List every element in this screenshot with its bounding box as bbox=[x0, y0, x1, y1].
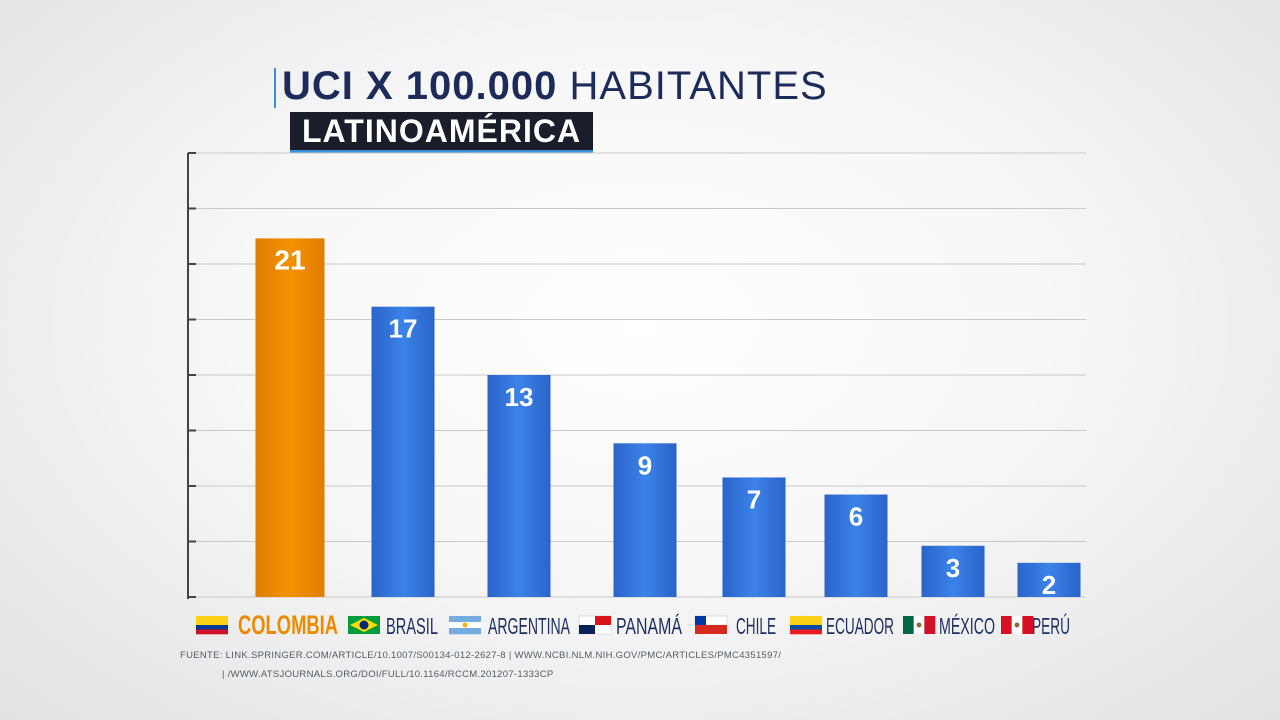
flag-sun-emblem bbox=[462, 622, 468, 628]
source-note: FUENTE: LINK.SPRINGER.COM/ARTICLE/10.100… bbox=[180, 646, 781, 684]
bar bbox=[824, 494, 888, 597]
bar-value-label: 9 bbox=[638, 450, 652, 480]
title-text: UCI X 100.000 HABITANTES bbox=[282, 62, 828, 110]
category-label: BRASIL bbox=[386, 613, 438, 639]
flag-panama-blue bbox=[579, 625, 595, 634]
bar-value-label: 7 bbox=[747, 484, 761, 514]
category-label: PERÚ bbox=[1032, 613, 1070, 639]
flag-stripe bbox=[449, 616, 481, 623]
flag-stripe bbox=[196, 620, 228, 626]
flag-stripe bbox=[790, 620, 822, 626]
flag-stripe bbox=[1001, 616, 1012, 634]
bar-value-label: 13 bbox=[505, 382, 534, 412]
bar-value-label: 3 bbox=[946, 553, 960, 583]
bar-value-label: 2 bbox=[1042, 570, 1056, 600]
bar bbox=[722, 477, 786, 597]
flag-emblem bbox=[1014, 622, 1020, 628]
title-bold: UCI X 100.000 bbox=[282, 64, 558, 108]
source-line-1: FUENTE: LINK.SPRINGER.COM/ARTICLE/10.100… bbox=[180, 650, 782, 661]
flag-stripe bbox=[196, 616, 228, 621]
flag-stripe bbox=[903, 616, 914, 634]
bar bbox=[371, 306, 435, 597]
chart-subtitle: LATINOAMÉRICA bbox=[290, 112, 594, 153]
flag-stripe bbox=[924, 616, 936, 634]
flag-stripe bbox=[1022, 616, 1034, 634]
category-label: CHILE bbox=[736, 613, 776, 639]
bar bbox=[487, 375, 551, 597]
flag-stripe bbox=[196, 629, 228, 635]
category-label: PANAMÁ bbox=[616, 613, 682, 639]
flag-stripe bbox=[449, 628, 481, 635]
category-label: ECUADOR bbox=[826, 613, 894, 639]
flag-emblem bbox=[916, 622, 922, 628]
bar-value-label: 21 bbox=[274, 244, 305, 275]
flag-stripe bbox=[196, 625, 228, 630]
bar bbox=[921, 545, 985, 597]
flag-chile-blue bbox=[695, 616, 706, 625]
flag-stripe bbox=[790, 629, 822, 635]
flag-chile-red bbox=[695, 625, 727, 634]
source-line-2: | /WWW.ATSJOURNALS.ORG/DOI/FULL/10.1164/… bbox=[222, 669, 554, 680]
flag-stripe bbox=[790, 616, 822, 621]
title-rest: HABITANTES bbox=[569, 64, 828, 108]
category-label: COLOMBIA bbox=[238, 610, 338, 640]
flag-brazil-globe bbox=[359, 620, 369, 630]
flag-panama-red bbox=[595, 616, 611, 625]
bar bbox=[1017, 562, 1081, 597]
bar-value-label: 6 bbox=[849, 502, 863, 532]
title-accent-bar bbox=[274, 68, 276, 108]
bar bbox=[255, 238, 325, 597]
flag-stripe bbox=[790, 625, 822, 630]
bar bbox=[613, 443, 677, 597]
bar-value-label: 17 bbox=[389, 314, 418, 344]
category-label: ARGENTINA bbox=[488, 613, 570, 639]
category-label: MÉXICO bbox=[939, 613, 995, 639]
